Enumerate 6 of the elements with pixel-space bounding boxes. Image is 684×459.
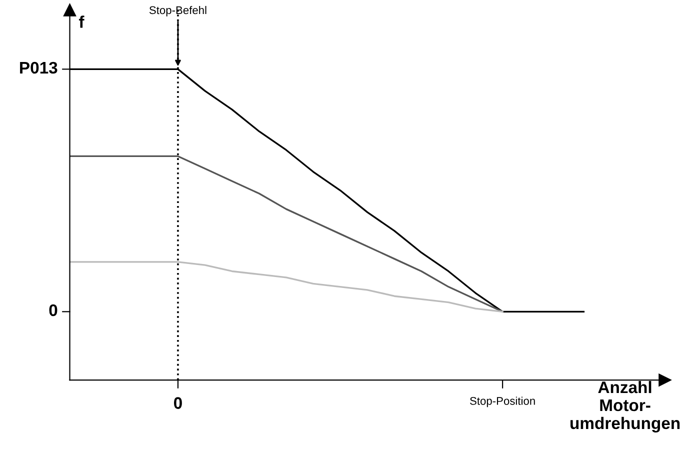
text: 0 — [49, 304, 58, 316]
x-axis-title: Anzahl Motor- umdrehungen — [570, 380, 680, 432]
ref-line-label: Stop-Befehl — [149, 6, 206, 16]
x-tick-label: Stop-Position — [470, 396, 535, 408]
text: P013 — [20, 62, 58, 74]
y-axis-title: f — [78, 16, 84, 28]
